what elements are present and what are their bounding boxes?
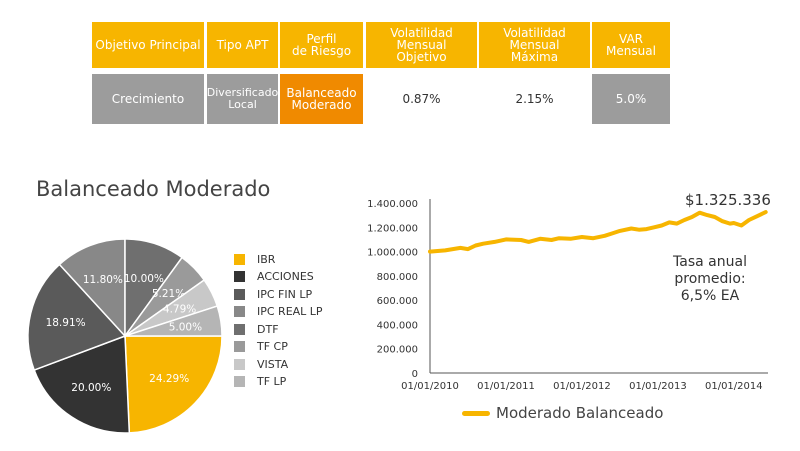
pie-slice-label: 10.00% bbox=[124, 273, 164, 285]
legend-item-tf-cp: TF CP bbox=[234, 339, 288, 355]
pie-slice-tf-lp bbox=[124, 305, 223, 337]
y-tick-label: 1.400.000 bbox=[367, 199, 418, 210]
header-line: Objetivo bbox=[396, 50, 447, 64]
legend-item-acciones: ACCIONES bbox=[234, 269, 314, 285]
annotation-line: promedio: bbox=[674, 271, 746, 287]
x-tick-label: 01/01/2014 bbox=[705, 381, 763, 392]
y-tick-label: 1.200.000 bbox=[367, 223, 418, 234]
legend-item-vista: VISTA bbox=[234, 356, 288, 372]
pie-slice-ipc-real-lp bbox=[58, 238, 126, 338]
cell-line: Local bbox=[228, 98, 257, 111]
y-tick-label: 0 bbox=[412, 369, 418, 380]
cell-volatilidad-objetivo: 0.87% bbox=[366, 74, 477, 124]
header-line: Mensual bbox=[509, 38, 560, 52]
legend-item-ibr: IBR bbox=[234, 251, 275, 267]
annotation-line: Tasa anual bbox=[673, 254, 747, 270]
legend-label: IBR bbox=[257, 252, 276, 266]
pie-slice-ibr bbox=[124, 335, 223, 434]
pie-slice-label: 18.91% bbox=[46, 317, 86, 329]
pie-slice-label: 4.79% bbox=[163, 304, 196, 316]
cell-line: Diversificado bbox=[206, 86, 279, 99]
cell-tipo-apt: Diversificado Local bbox=[207, 74, 278, 124]
header-line: de Riesgo bbox=[291, 44, 352, 58]
legend-label: IPC FIN LP bbox=[257, 287, 313, 301]
legend-label: TF LP bbox=[257, 375, 287, 388]
x-tick-label: 01/01/2011 bbox=[477, 381, 535, 392]
legend-label: DTF bbox=[257, 322, 279, 336]
pie-slice-acciones bbox=[33, 334, 131, 434]
cell-line: 2.15% bbox=[515, 92, 554, 106]
legend-label: ACCIONES bbox=[257, 270, 314, 283]
cell-volatilidad-maxima: 2.15% bbox=[479, 74, 590, 124]
x-tick-label: 01/01/2012 bbox=[553, 381, 611, 392]
pie-chart-title: Balanceado Moderado bbox=[36, 177, 271, 201]
pie-slice-ipc-fin-lp bbox=[27, 263, 127, 372]
legend-swatch bbox=[234, 323, 245, 335]
pie-slice-label: 11.80% bbox=[83, 274, 123, 286]
x-tick-label: 01/01/2010 bbox=[401, 381, 459, 392]
header-line: Perfil bbox=[306, 32, 337, 46]
y-tick-label: 400.000 bbox=[377, 320, 418, 331]
header-line: Volatilidad bbox=[503, 26, 566, 40]
legend-label: IPC REAL LP bbox=[257, 305, 323, 318]
cell-line: Balanceado bbox=[286, 86, 357, 100]
cell-perfil-riesgo: Balanceado Moderado bbox=[280, 74, 363, 124]
pie-slice-label: 24.29% bbox=[149, 373, 189, 385]
pie-slice-label: 20.00% bbox=[71, 382, 111, 394]
y-tick-label: 600.000 bbox=[377, 296, 418, 307]
cell-line: Moderado bbox=[291, 98, 352, 112]
header-perfil-riesgo: Perfil de Riesgo bbox=[280, 22, 363, 68]
cell-line: 5.0% bbox=[615, 92, 647, 106]
legend-label: TF CP bbox=[257, 340, 288, 353]
header-line: Objetivo Principal bbox=[95, 38, 201, 52]
x-tick-label: 01/01/2013 bbox=[629, 381, 687, 392]
header-volatilidad-objetivo: Volatilidad Mensual Objetivo bbox=[366, 22, 477, 68]
cell-line: 0.87% bbox=[402, 92, 441, 106]
legend-item-ipc-fin-lp: IPC FIN LP bbox=[234, 286, 312, 302]
header-line: Mensual bbox=[396, 38, 447, 52]
legend-item-ipc-real-lp: IPC REAL LP bbox=[234, 304, 323, 320]
header-line: Mensual bbox=[606, 44, 656, 58]
legend-item-dtf: DTF bbox=[234, 321, 279, 337]
header-tipo-apt: Tipo APT bbox=[207, 22, 278, 68]
pie-slice-label: 5.21% bbox=[152, 288, 185, 300]
legend-swatch bbox=[234, 306, 245, 317]
legend-swatch bbox=[234, 288, 245, 300]
line-legend-swatch bbox=[462, 410, 490, 416]
cell-var-mensual: 5.0% bbox=[592, 74, 670, 124]
line-legend: Moderado Balanceado bbox=[462, 404, 663, 422]
pie-chart: 24.29% 20.00% 18.91% 11.80% 10.00% 5.21% 4.79%… bbox=[27, 238, 223, 434]
header-line: Tipo APT bbox=[216, 38, 269, 52]
line-legend-label: Moderado Balanceado bbox=[496, 404, 664, 422]
cell-line: Crecimiento bbox=[111, 92, 185, 106]
y-tick-label: 1.000.000 bbox=[367, 248, 418, 259]
y-tick-label: 800.000 bbox=[377, 272, 418, 283]
header-objetivo-principal: Objetivo Principal bbox=[92, 22, 204, 68]
annotation-line: 6,5% EA bbox=[680, 288, 740, 304]
legend-swatch bbox=[234, 358, 245, 370]
legend-swatch bbox=[234, 341, 245, 352]
header-volatilidad-maxima: Volatilidad Mensual Máxima bbox=[479, 22, 590, 68]
header-line: VAR bbox=[619, 32, 643, 46]
series-line-moderado-balanceado bbox=[428, 210, 768, 254]
legend-swatch bbox=[234, 376, 245, 387]
legend-swatch bbox=[234, 271, 245, 282]
legend-label: VISTA bbox=[257, 357, 289, 371]
cell-objetivo-principal: Crecimiento bbox=[92, 74, 204, 124]
legend-item-tf-lp: TF LP bbox=[234, 374, 286, 390]
pie-slice-label: 5.00% bbox=[169, 321, 202, 333]
y-tick-label: 200.000 bbox=[377, 345, 418, 356]
header-var-mensual: VAR Mensual bbox=[592, 22, 670, 68]
legend-swatch bbox=[234, 253, 245, 265]
header-line: Volatilidad bbox=[390, 26, 453, 40]
final-value-label: $1.325.336 bbox=[685, 191, 771, 209]
header-line: Máxima bbox=[510, 50, 559, 64]
